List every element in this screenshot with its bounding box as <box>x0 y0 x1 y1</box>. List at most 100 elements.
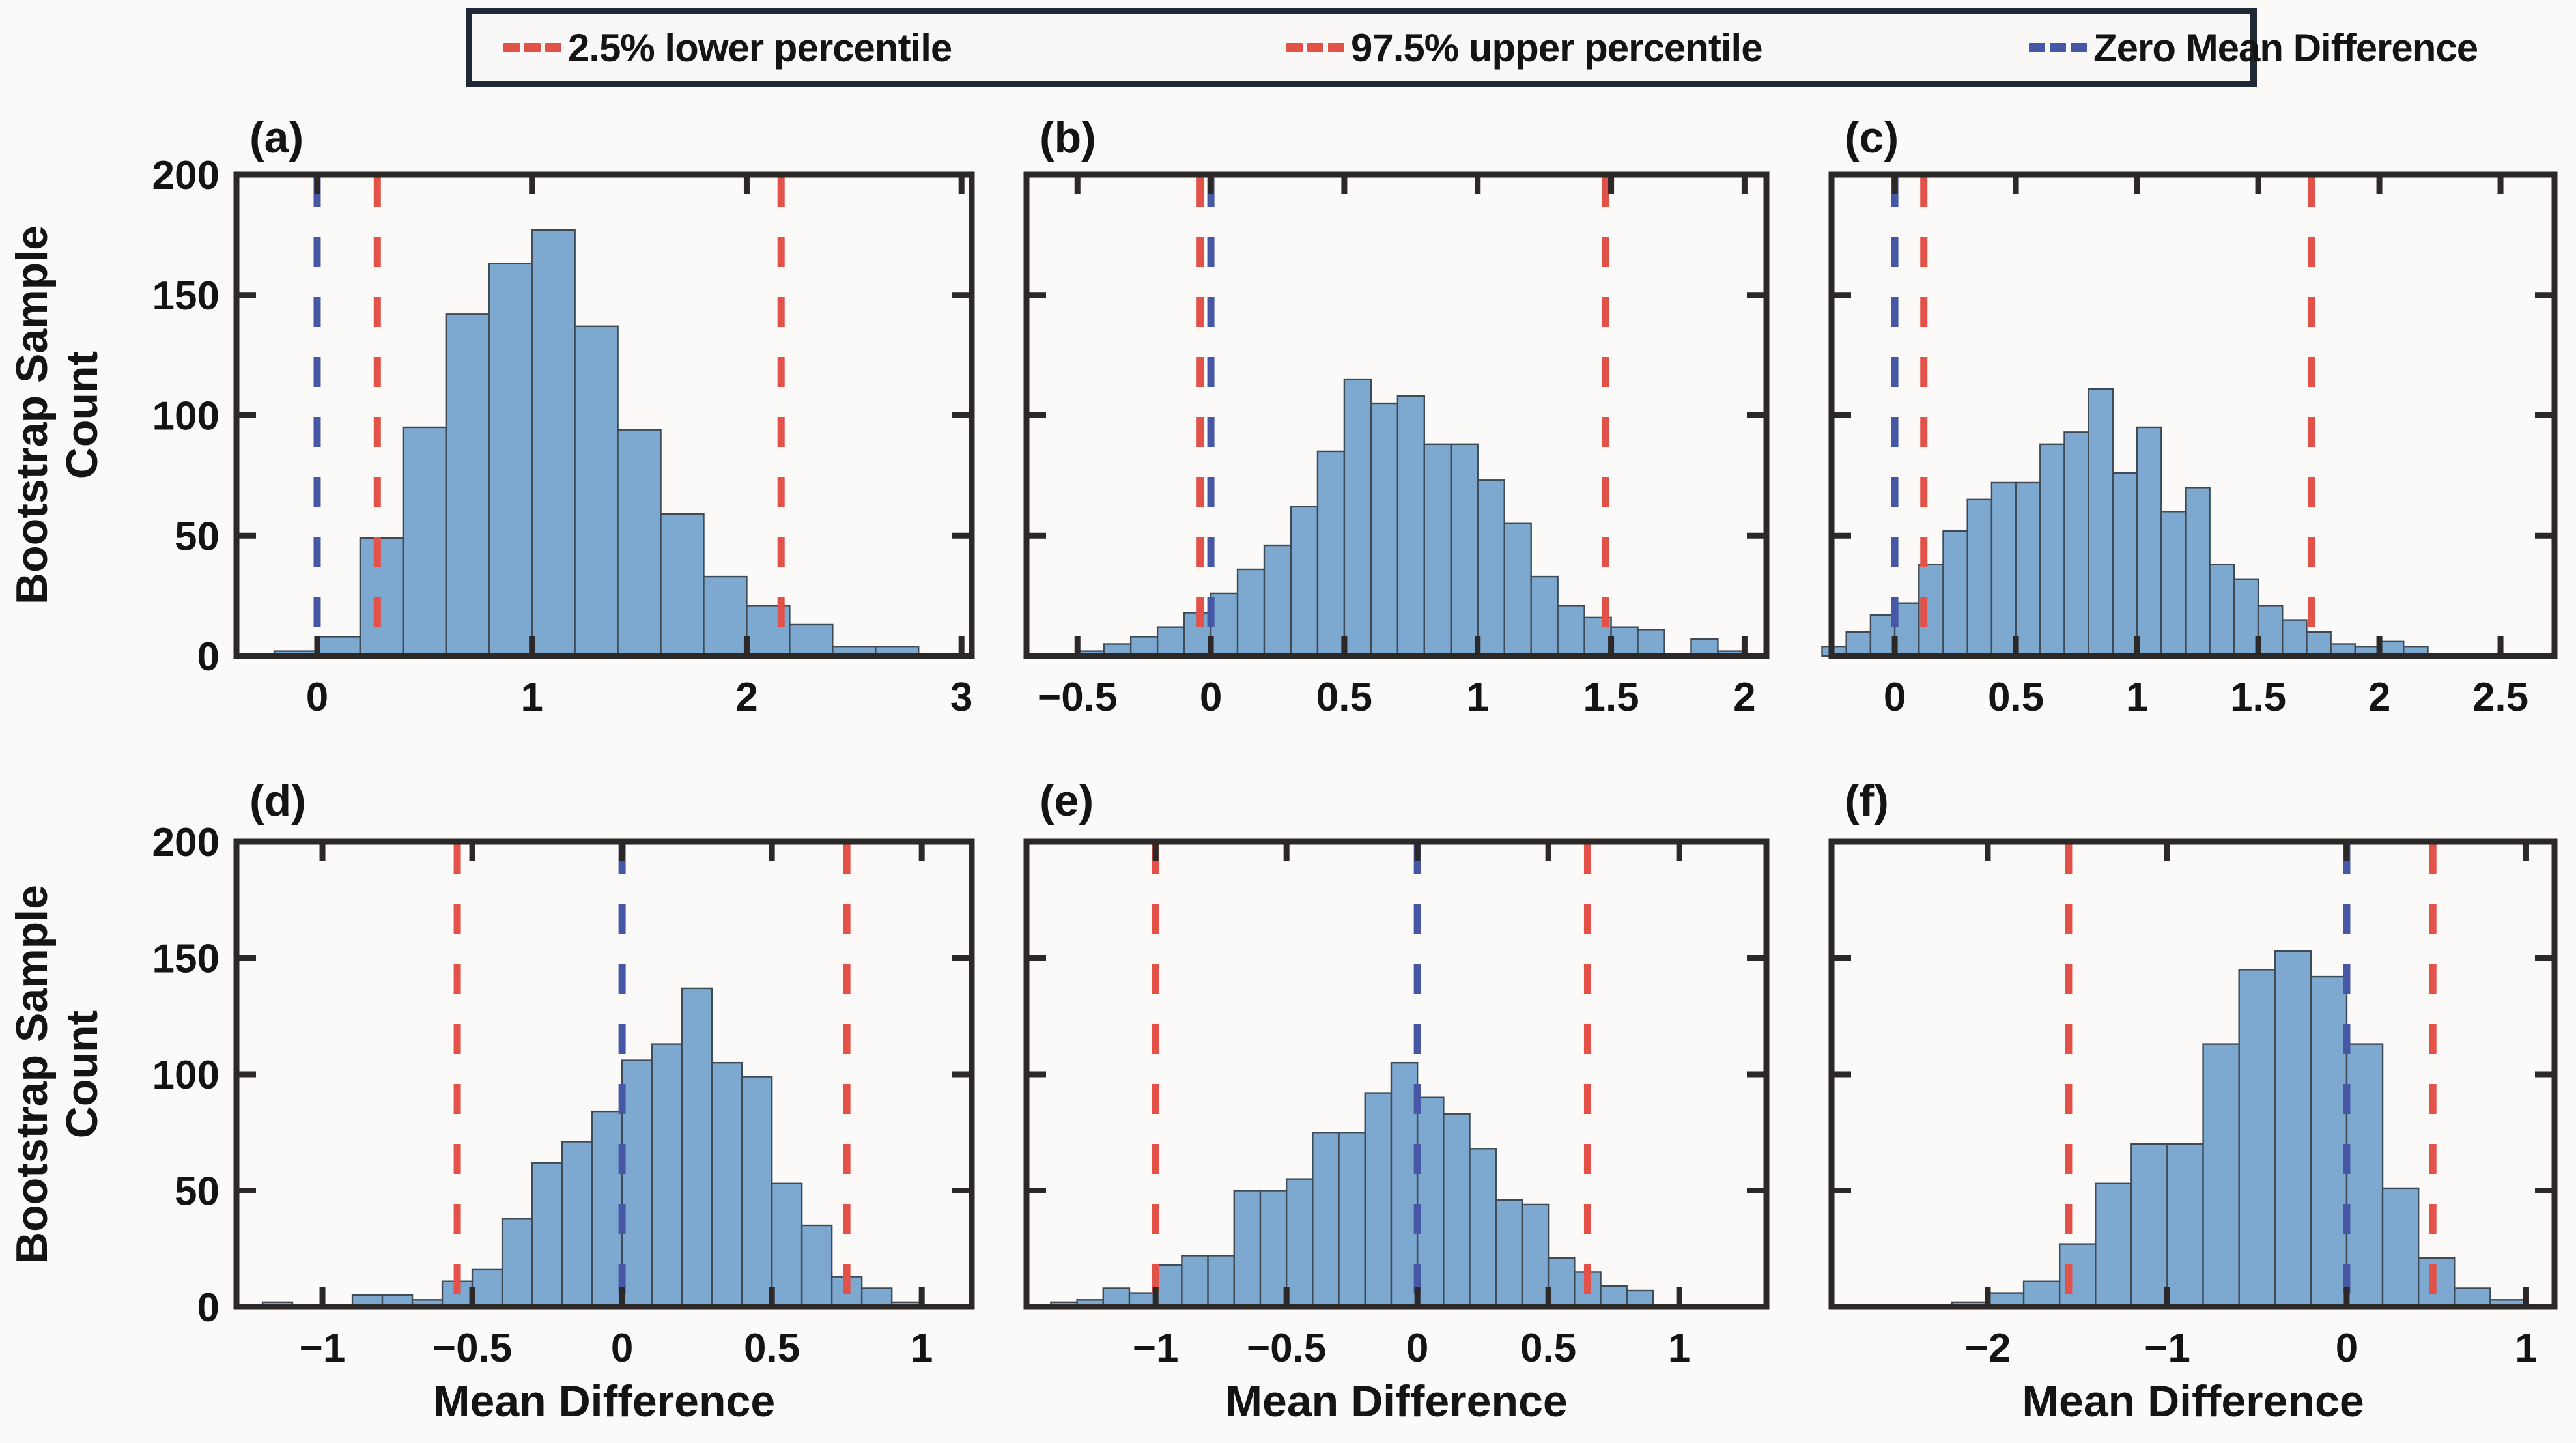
histogram-bar <box>359 537 404 657</box>
histogram-bar <box>2022 1280 2061 1308</box>
histogram-bar <box>2058 1243 2097 1308</box>
histogram-bar <box>471 1268 503 1308</box>
histogram-bar <box>1396 395 1426 657</box>
subplot-e: −1 −0.5 0 0.5 1 <box>1023 838 1770 1371</box>
histogram-bar <box>2306 631 2332 657</box>
x-tick-label: 0.5 <box>1520 1326 1576 1371</box>
histogram-bar <box>1364 1092 1393 1308</box>
legend-item-zero-mean: Zero Mean Difference <box>2029 14 2478 81</box>
histogram-bar <box>1503 522 1532 657</box>
histogram-bar <box>2257 605 2284 657</box>
x-tick-label: −2 <box>1965 1326 2011 1371</box>
histogram-bar <box>1416 1096 1445 1308</box>
x-tick-label: 1.5 <box>1583 675 1639 720</box>
histogram-bar <box>1547 1257 1576 1308</box>
y-tick-label: 150 <box>152 274 219 319</box>
red-dashed-line-icon <box>1286 43 1344 52</box>
x-tick-label: −1 <box>300 1326 346 1371</box>
histogram-bar <box>1637 629 1665 657</box>
histogram-bar <box>1443 1113 1471 1308</box>
histogram-bar <box>2274 950 2312 1308</box>
x-tick-label: 0 <box>1406 1326 1428 1371</box>
histogram-bar <box>1154 1264 1183 1308</box>
y-tick-label: 100 <box>152 1053 219 1098</box>
panel-letter-a: (a) <box>249 113 304 162</box>
histogram-bar <box>1338 1132 1366 1308</box>
histogram-bar <box>2112 472 2138 657</box>
histogram-bar <box>591 1110 623 1308</box>
histogram-bar <box>1893 602 1920 657</box>
x-tick-label: 0.5 <box>744 1326 800 1371</box>
histogram-bar <box>1181 1255 1209 1308</box>
y-tick-label: 0 <box>197 1285 219 1330</box>
x-tick-label: −1 <box>1133 1326 1179 1371</box>
panel-letter-e: (e) <box>1040 776 1094 825</box>
histogram-bar <box>1600 1285 1628 1308</box>
x-tick-label: 1 <box>1668 1326 1690 1371</box>
x-tick-label: 2 <box>1733 675 1755 720</box>
histogram-bar <box>711 1061 743 1308</box>
histogram-bar <box>488 263 533 657</box>
panel-letter-d: (d) <box>249 776 306 825</box>
x-tick-label: −0.5 <box>1038 675 1117 720</box>
histogram-bar <box>1966 498 1993 657</box>
histogram-bar <box>703 575 748 657</box>
histogram-bar <box>574 325 619 657</box>
histogram-bar <box>1495 1199 1523 1308</box>
histogram-bar <box>1263 544 1292 657</box>
y-tick-label: 200 <box>152 820 219 865</box>
histogram-bar <box>660 513 705 657</box>
histogram-bar <box>1156 626 1185 657</box>
y-tick-label: 100 <box>152 394 219 439</box>
histogram-bar <box>1869 614 1896 657</box>
histogram-bar <box>2063 431 2089 657</box>
subplot-c: 0 0.5 1 1.5 2 2.5 <box>1821 171 2558 720</box>
histogram-bar <box>2417 1257 2456 1308</box>
histogram-bar <box>501 1218 533 1308</box>
histogram-bar <box>1370 402 1399 657</box>
subplot-f: −2 −1 0 1 <box>1828 838 2558 1371</box>
y-tick-label: 150 <box>152 937 219 982</box>
x-tick-label: 2 <box>2368 675 2390 720</box>
histogram-bar <box>1102 1287 1131 1308</box>
x-tick-label: 1 <box>2126 675 2148 720</box>
x-axis-label-f: Mean Difference <box>2022 1377 2364 1426</box>
histogram-bar <box>1521 1203 1550 1308</box>
histogram-bar <box>2015 481 2041 657</box>
x-tick-label: 1 <box>2515 1326 2537 1371</box>
legend-item-upper-percentile: 97.5% upper percentile <box>1286 14 1763 81</box>
blue-dashed-line-icon <box>2029 43 2087 52</box>
histogram-bar <box>2282 619 2308 657</box>
panel-letter-c: (c) <box>1845 113 1899 162</box>
histogram-bar <box>2209 564 2235 657</box>
legend-label: 97.5% upper percentile <box>1351 25 1763 70</box>
histogram-bar <box>1845 631 1872 657</box>
histogram-bar <box>2039 443 2065 657</box>
legend-label: Zero Mean Difference <box>2093 25 2478 70</box>
subplot-d: −1 −0.5 0 0.5 1 0 50 100 150 200 <box>152 820 975 1371</box>
histogram-bar <box>789 623 834 657</box>
histogram-bar <box>2381 1187 2420 1308</box>
histogram-bar <box>1610 626 1639 657</box>
histogram-bar <box>2185 487 2211 657</box>
histogram-bar <box>1236 568 1266 657</box>
histogram-bar <box>2166 1143 2204 1308</box>
histogram-bar <box>2202 1043 2240 1308</box>
histogram-bar <box>445 313 490 657</box>
legend: 2.5% lower percentile 97.5% upper percen… <box>466 8 2478 87</box>
histogram-bar <box>651 1043 683 1308</box>
histogram-bar <box>1450 443 1479 657</box>
x-tick-label: 0 <box>1200 675 1222 720</box>
histogram-bar <box>1477 479 1505 657</box>
histogram-bar <box>2345 1043 2384 1308</box>
histogram-bar <box>1233 1190 1262 1308</box>
x-tick-label: 1.5 <box>2230 675 2286 720</box>
histogram-bar <box>2238 969 2276 1308</box>
histogram-bar <box>2088 388 2114 657</box>
histogram-bar <box>1259 1190 1288 1308</box>
subplot-a: 0 1 2 3 0 50 100 150 200 <box>152 153 975 720</box>
x-tick-label: 1 <box>911 1326 933 1371</box>
x-tick-label: 0.5 <box>1988 675 2044 720</box>
y-tick-label: 200 <box>152 153 219 198</box>
